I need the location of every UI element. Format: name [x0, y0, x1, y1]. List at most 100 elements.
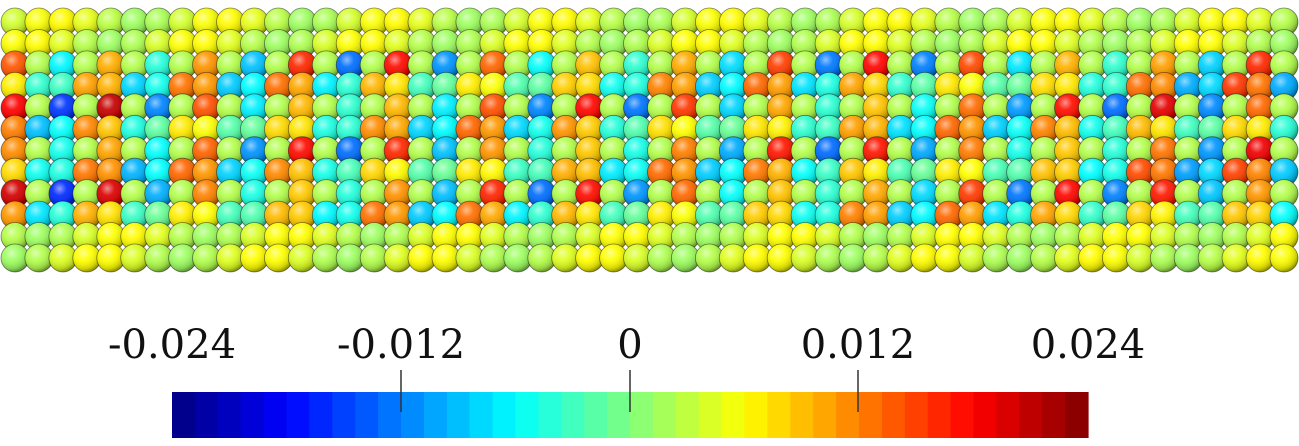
particle-sphere	[1006, 29, 1035, 58]
colorbar-band	[240, 392, 265, 438]
particle-sphere	[216, 50, 245, 80]
particle-sphere	[1197, 114, 1227, 144]
particle-sphere	[48, 29, 78, 58]
particle-sphere	[216, 222, 245, 251]
particle-sphere	[24, 50, 54, 80]
particle-sphere	[623, 222, 652, 251]
particle-sphere	[1197, 93, 1227, 123]
particle-sphere	[1197, 136, 1227, 166]
particle-sphere	[575, 114, 604, 144]
particle-sphere	[1078, 243, 1107, 273]
particle-sphere	[958, 157, 988, 187]
particle-sphere	[120, 50, 150, 80]
particle-sphere	[120, 243, 150, 273]
colorbar-band	[378, 392, 402, 438]
particle-sphere	[503, 7, 533, 37]
particle-sphere	[814, 114, 844, 144]
particle-sphere	[1221, 243, 1251, 273]
particle-sphere	[1125, 222, 1155, 251]
particle-sphere	[48, 136, 78, 166]
particle-sphere	[1125, 93, 1155, 123]
particle-sphere	[0, 114, 30, 144]
particle-sphere	[335, 7, 365, 37]
particle-sphere	[0, 93, 30, 123]
particle-sphere	[671, 200, 700, 230]
particle-sphere	[551, 157, 581, 187]
particle-sphere	[168, 72, 198, 101]
colorbar-gradient	[172, 392, 1089, 438]
particle-sphere	[958, 7, 988, 37]
particle-sphere	[407, 50, 437, 80]
particle-sphere	[695, 222, 724, 251]
particle-sphere	[1269, 72, 1299, 101]
particle-sphere	[120, 114, 150, 144]
particle-sphere	[527, 93, 557, 123]
particle-sphere	[934, 7, 964, 37]
particle-sphere	[359, 114, 389, 144]
particle-sphere	[551, 222, 581, 251]
particle-sphere	[1173, 50, 1203, 80]
particle-sphere	[96, 157, 126, 187]
particle-sphere	[192, 222, 221, 251]
colorbar-band	[927, 392, 952, 438]
particle-sphere	[695, 200, 724, 230]
particle-sphere	[623, 243, 652, 273]
particle-sphere	[1054, 50, 1083, 80]
particle-sphere	[1149, 7, 1179, 37]
tick-label: 0.012	[801, 322, 916, 368]
particle-sphere	[311, 222, 341, 251]
particle-sphere	[1221, 7, 1251, 37]
particle-sphere	[48, 50, 78, 80]
particle-sphere	[192, 29, 221, 58]
particle-sphere	[431, 93, 461, 123]
particle-sphere	[910, 114, 940, 144]
particle-sphere	[263, 114, 293, 144]
particle-sphere	[551, 179, 581, 209]
particle-sphere	[623, 200, 652, 230]
particle-sphere	[695, 7, 724, 37]
particle-sphere	[790, 29, 820, 58]
particle-sphere	[886, 179, 916, 209]
particle-sphere	[335, 222, 365, 251]
particle-sphere	[1197, 157, 1227, 187]
particle-sphere	[575, 50, 604, 80]
particle-sphere	[982, 222, 1012, 251]
particle-sphere	[0, 157, 30, 187]
particle-sphere	[72, 72, 102, 101]
particle-sphere	[958, 136, 988, 166]
particle-sphere	[742, 136, 772, 166]
particle-sphere	[1102, 72, 1131, 101]
colorbar-band	[1065, 392, 1089, 438]
particle-sphere	[695, 114, 724, 144]
particle-sphere	[742, 7, 772, 37]
particle-sphere	[1173, 72, 1203, 101]
particle-sphere	[1006, 50, 1035, 80]
particle-sphere	[263, 136, 293, 166]
particle-sphere	[982, 179, 1012, 209]
particle-sphere	[311, 7, 341, 37]
particle-sphere	[1030, 222, 1059, 251]
particle-sphere	[72, 243, 102, 273]
particle-sphere	[1054, 7, 1083, 37]
particle-sphere	[623, 29, 652, 58]
particle-sphere	[72, 200, 102, 230]
particle-sphere	[1173, 243, 1203, 273]
particle-sphere	[766, 222, 796, 251]
particle-sphere	[192, 72, 221, 101]
particle-sphere	[1269, 7, 1299, 37]
particle-sphere	[455, 157, 485, 187]
particle-sphere	[216, 157, 245, 187]
particle-sphere	[742, 222, 772, 251]
particle-sphere	[1102, 29, 1131, 58]
particle-sphere	[862, 72, 892, 101]
particle-sphere	[766, 93, 796, 123]
particle-sphere	[910, 29, 940, 58]
particle-sphere	[144, 29, 174, 58]
particle-sphere	[48, 114, 78, 144]
particle-sphere	[407, 7, 437, 37]
particle-sphere	[862, 114, 892, 144]
colorbar-band	[630, 392, 654, 438]
particle-sphere	[407, 72, 437, 101]
particle-sphere	[695, 136, 724, 166]
particle-sphere	[335, 93, 365, 123]
